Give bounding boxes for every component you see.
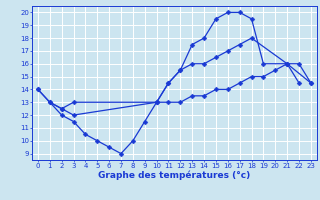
X-axis label: Graphe des températures (°c): Graphe des températures (°c) — [98, 170, 251, 180]
